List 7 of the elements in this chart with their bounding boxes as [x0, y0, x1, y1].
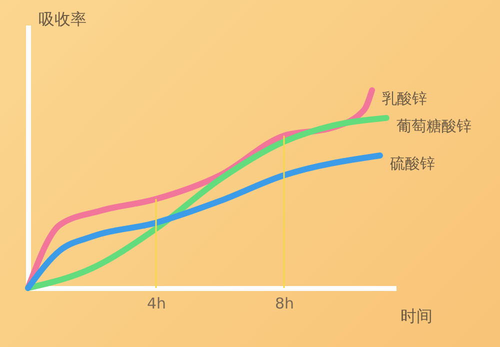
x-tick-label: 8h: [274, 294, 294, 312]
x-axis-title: 时间: [400, 306, 432, 326]
series-label: 葡萄糖酸锌: [396, 116, 472, 135]
series-label: 乳酸锌: [382, 89, 427, 108]
y-axis-title: 吸收率: [38, 10, 86, 28]
x-tick-label: 4h: [146, 294, 166, 312]
series-label: 硫酸锌: [390, 154, 435, 173]
